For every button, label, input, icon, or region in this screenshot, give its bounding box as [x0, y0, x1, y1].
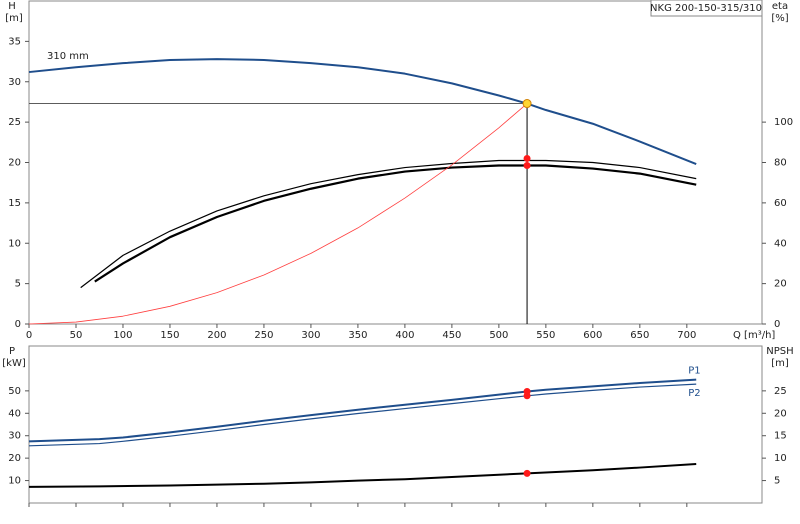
x-tick-label: 250 — [254, 330, 273, 341]
x-tick-label: 150 — [160, 330, 179, 341]
y2-axis-label: eta — [772, 1, 788, 12]
x-tick-label: 200 — [207, 330, 226, 341]
y2-tick-label: 20 — [774, 279, 787, 290]
chart-title: NKG 200-150-315/310 — [650, 3, 762, 14]
y2-tick-label: 20 — [774, 408, 787, 419]
y-tick-label: 25 — [8, 117, 21, 128]
x-tick-label: 350 — [348, 330, 367, 341]
x-tick-label: 0 — [26, 330, 32, 341]
series-label: P1 — [688, 366, 700, 377]
x-tick-label: 600 — [583, 330, 602, 341]
x-tick-label: 500 — [489, 330, 508, 341]
y-axis-label: H — [8, 1, 16, 12]
y2-axis-unit: [m] — [771, 358, 789, 369]
y-axis-unit: [kW] — [2, 358, 26, 369]
y2-axis-unit: [%] — [771, 13, 788, 24]
y2-tick-label: 80 — [774, 158, 787, 169]
y-tick-label: 40 — [8, 408, 21, 419]
plot-frame — [28, 345, 763, 504]
x-tick-label: 300 — [301, 330, 320, 341]
y2-tick-label: 5 — [774, 476, 780, 487]
y-tick-label: 10 — [8, 238, 21, 249]
series-label: P2 — [688, 388, 700, 399]
y2-tick-label: 100 — [774, 117, 793, 128]
y-tick-label: 20 — [8, 158, 21, 169]
y2-tick-label: 40 — [774, 238, 787, 249]
x-axis-label: Q [m³/h] — [733, 330, 775, 341]
curve — [28, 462, 697, 488]
y2-tick-label: 60 — [774, 198, 787, 209]
y2-tick-label: 10 — [774, 453, 787, 464]
x-tick-label: 100 — [113, 330, 132, 341]
y2-tick-label: 15 — [774, 431, 787, 442]
x-tick-label: 400 — [395, 330, 414, 341]
point-marker — [523, 469, 531, 477]
y-tick-label: 10 — [8, 476, 21, 487]
curve — [28, 103, 528, 325]
y-tick-label: 15 — [8, 198, 21, 209]
x-tick-label: 700 — [677, 330, 696, 341]
curve — [28, 58, 697, 166]
curve — [28, 378, 697, 443]
curve-label: 310 mm — [47, 51, 89, 62]
curve — [80, 159, 697, 289]
title-box — [650, 0, 763, 17]
y-tick-label: 0 — [15, 319, 21, 330]
operating-point — [522, 99, 532, 109]
y-tick-label: 30 — [8, 431, 21, 442]
y-tick-label: 30 — [8, 77, 21, 88]
x-tick-label: 50 — [70, 330, 83, 341]
y-tick-label: 5 — [15, 279, 21, 290]
y-tick-label: 35 — [8, 36, 21, 47]
curve — [94, 164, 697, 283]
plot-frame — [28, 0, 763, 325]
x-tick-label: 550 — [536, 330, 555, 341]
y-axis-unit: [m] — [5, 13, 23, 24]
y2-tick-label: 0 — [774, 319, 780, 330]
y2-axis-label: NPSH — [766, 346, 793, 357]
point-marker — [523, 392, 531, 400]
x-tick-label: 450 — [442, 330, 461, 341]
y-tick-label: 20 — [8, 453, 21, 464]
curve — [28, 383, 697, 447]
y-axis-label: P — [9, 346, 15, 357]
point-marker — [523, 154, 531, 162]
point-marker — [523, 162, 531, 170]
x-tick-label: 650 — [630, 330, 649, 341]
y-tick-label: 50 — [8, 386, 21, 397]
y2-tick-label: 25 — [774, 386, 787, 397]
